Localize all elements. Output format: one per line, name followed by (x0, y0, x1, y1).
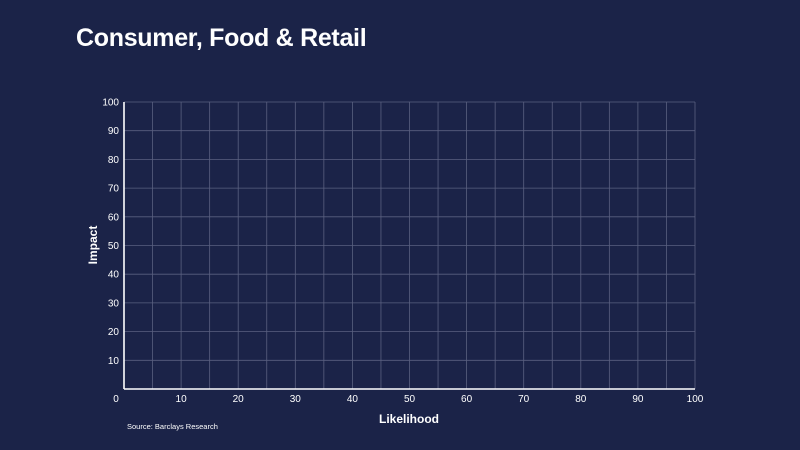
x-tick-label: 30 (290, 394, 302, 405)
grid-lines (124, 101, 696, 389)
y-tick-label: 20 (108, 327, 120, 338)
y-tick-label: 50 (108, 241, 120, 252)
y-tick-label: 80 (108, 155, 120, 166)
x-tick-label: 60 (461, 394, 473, 405)
chart-title: Consumer, Food & Retail (76, 24, 367, 52)
y-tick-label: 100 (102, 98, 119, 109)
x-tick-label: 20 (233, 394, 245, 405)
axes (123, 102, 695, 390)
x-tick-label: 40 (347, 394, 359, 405)
x-tick-label: 50 (404, 394, 416, 405)
y-tick-label: 30 (108, 298, 120, 309)
x-tick-label: 70 (518, 394, 530, 405)
y-tick-label: 70 (108, 184, 120, 195)
y-tick-label: 60 (108, 212, 120, 223)
y-tick-label: 10 (108, 356, 120, 367)
x-tick-label: 10 (176, 394, 188, 405)
x-tick-labels: 0 10 20 30 40 50 60 70 80 90 100 (113, 394, 704, 405)
source-note: Source: Barclays Research (127, 422, 218, 431)
y-axis-label: Impact (86, 226, 100, 265)
x-tick-label: 90 (632, 394, 644, 405)
y-tick-label: 90 (108, 126, 120, 137)
y-tick-label: 40 (108, 270, 120, 281)
y-tick-labels: 10 20 30 40 50 60 70 80 90 100 (102, 98, 119, 367)
x-tick-label: 100 (687, 394, 704, 405)
x-tick-label: 80 (575, 394, 587, 405)
x-tick-label: 0 (113, 394, 119, 405)
x-axis-label: Likelihood (379, 412, 439, 426)
